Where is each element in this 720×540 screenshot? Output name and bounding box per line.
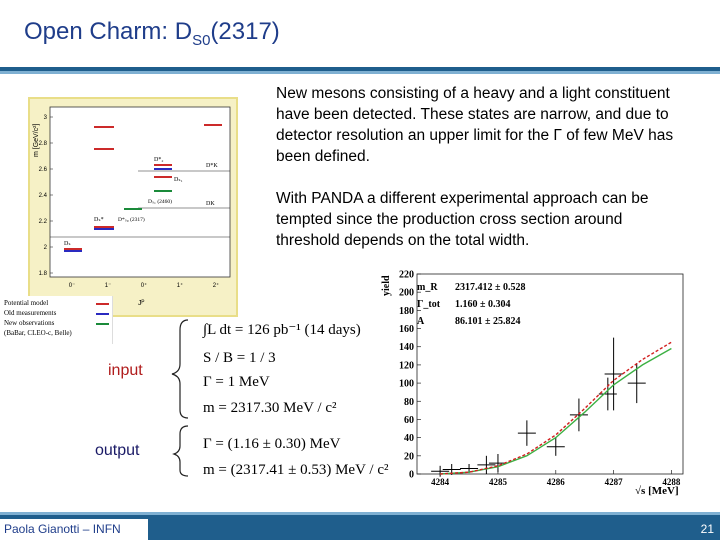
output-brace bbox=[172, 425, 189, 477]
footer-bar-accent bbox=[0, 512, 720, 515]
yield-y-tick-label: 220 bbox=[399, 270, 414, 281]
spectrum-svg: m [GeV/c²] 32.82.62.42.221.8 0⁻ 1⁻ 0⁺ 1⁺ 2⁺ … bbox=[33, 106, 231, 307]
yield-y-tick-label: 40 bbox=[404, 433, 414, 444]
label-ds2: D*₂ bbox=[154, 157, 163, 163]
spectrum-y-axis-label: m [GeV/c²] bbox=[33, 123, 40, 157]
legend-swatch-green bbox=[96, 323, 109, 325]
spectrum-y-tick-label: 2.6 bbox=[39, 167, 48, 173]
yield-x-tick-label: 4286 bbox=[547, 477, 566, 487]
spectrum-legend: Potential model Old measurements New obs… bbox=[0, 296, 113, 344]
braces-svg bbox=[171, 319, 189, 477]
spectrum-y-tick-label: 2.8 bbox=[39, 141, 48, 147]
spectrum-y-tick-label: 1.8 bbox=[39, 271, 48, 277]
fit-param-gamma-value: 1.160 ± 0.304 bbox=[455, 299, 511, 310]
paragraph-new-mesons: New mesons consisting of a heavy and a l… bbox=[276, 85, 674, 165]
yield-x-tick-label: 4287 bbox=[605, 477, 624, 487]
spectrum-x-axis-label: Jᴾ bbox=[138, 300, 145, 307]
yield-y-tick-label: 80 bbox=[404, 397, 414, 408]
yield-y-ticks: 0 20 40 60 80 100 120 140 160 180 200 220 bbox=[399, 270, 421, 481]
spectrum-x-tick-label: 1⁺ bbox=[177, 282, 184, 289]
spectrum-x-tick-label: 0⁻ bbox=[69, 283, 76, 289]
input-brace bbox=[171, 319, 189, 419]
legend-swatch-red bbox=[96, 303, 109, 305]
label-dsj-2317: D*ₛ₀ (2317) bbox=[118, 216, 145, 223]
slide-title-tail: (2317) bbox=[210, 18, 280, 45]
page-number: 21 bbox=[700, 522, 714, 536]
output-gamma: Γ = (1.16 ± 0.30) MeV bbox=[203, 436, 341, 452]
label-ds1: Dₛ₁ bbox=[174, 177, 183, 183]
yield-y-tick-label: 160 bbox=[399, 324, 414, 335]
yield-x-tick-label: 4288 bbox=[662, 477, 681, 487]
fit-param-mR-value: 2317.412 ± 0.528 bbox=[455, 282, 526, 293]
spectrum-x-tick-label: 0⁺ bbox=[141, 282, 148, 289]
output-mass: m = (2317.41 ± 0.53) MeV / c² bbox=[203, 462, 389, 478]
spectrum-y-tick-label: 2.2 bbox=[39, 219, 48, 225]
label-dstar-k: D*K bbox=[206, 163, 218, 169]
slide-title: Open Charm: DS0(2317) bbox=[24, 18, 280, 49]
label-ds: Dₛ bbox=[64, 241, 71, 247]
fit-results-box: m_R 2317.412 ± 0.528 Γ_tot 1.160 ± 0.304… bbox=[417, 280, 567, 332]
yield-fit-curve-1 bbox=[440, 347, 672, 475]
fit-param-gamma-name: Γ_tot bbox=[417, 299, 441, 310]
yield-x-tick-label: 4284 bbox=[431, 477, 450, 487]
yield-y-tick-label: 60 bbox=[404, 415, 414, 426]
spectrum-y-ticks: 3 2.8 2.6 2.4 2.2 2 1.8 bbox=[39, 115, 53, 277]
yield-y-axis-label: yield bbox=[381, 275, 392, 296]
yield-x-tick-label: 4285 bbox=[489, 477, 508, 487]
yield-y-tick-label: 140 bbox=[399, 342, 414, 353]
legend-entry-new: New observations bbox=[4, 319, 55, 327]
spectrum-x-tick-label: 1⁻ bbox=[105, 283, 112, 289]
yield-y-tick-label: 100 bbox=[399, 379, 414, 390]
legend-swatch-blue bbox=[96, 313, 109, 315]
input-mass: m = 2317.30 MeV / c² bbox=[203, 400, 337, 416]
fit-param-a-value: 86.101 ± 25.824 bbox=[455, 316, 521, 327]
yield-y-tick-label: 200 bbox=[399, 288, 414, 299]
legend-entry-potential: Potential model bbox=[4, 299, 49, 307]
spectrum-y-tick-label: 2 bbox=[44, 245, 48, 251]
spectrum-y-tick-label: 3 bbox=[44, 115, 48, 121]
meson-spectrum-figure: m [GeV/c²] 3 2.8 2.6 2.4 2.2 2 1.8 0⁻ 1⁻ 0⁺ 1⁺ 2⁺ … bbox=[28, 97, 238, 317]
label-dk: DK bbox=[206, 201, 215, 207]
label-dsj-2460: Dₛ₁ (2460) bbox=[148, 198, 172, 205]
header-bar-accent bbox=[0, 71, 720, 74]
fit-param-mR-name: m_R bbox=[417, 282, 438, 293]
yield-series bbox=[431, 337, 672, 477]
yield-y-tick-label: 0 bbox=[409, 470, 414, 481]
yield-y-tick-label: 180 bbox=[399, 306, 414, 317]
label-ds-star: Dₛ* bbox=[94, 217, 104, 223]
input-signal-background: S / B = 1 / 3 bbox=[203, 350, 276, 366]
input-luminosity: ∫L dt = 126 pb⁻¹ (14 days) bbox=[203, 322, 361, 338]
footer-author: Paola Gianotti – INFN bbox=[0, 519, 148, 540]
fit-param-a-name: A bbox=[417, 316, 425, 327]
spectrum-y-tick-label: 2.4 bbox=[39, 193, 48, 199]
output-label: output bbox=[95, 442, 140, 459]
paragraph-panda-approach: With PANDA a different experimental appr… bbox=[276, 190, 649, 249]
yield-x-axis-label: √s [MeV] bbox=[635, 485, 679, 497]
spectrum-x-ticks: 0⁻ 1⁻ 0⁺ 1⁺ 2⁺ bbox=[69, 282, 220, 289]
legend-entry-experiments: (BaBar, CLEO-c, Belle) bbox=[4, 329, 72, 337]
slide-title-subscript: S0 bbox=[192, 31, 211, 49]
input-label: input bbox=[108, 362, 143, 379]
yield-y-tick-label: 20 bbox=[404, 451, 414, 462]
spectrum-x-tick-label: 2⁺ bbox=[213, 282, 220, 289]
input-gamma: Γ = 1 MeV bbox=[203, 374, 270, 390]
legend-entry-old: Old measurements bbox=[4, 309, 57, 317]
yield-y-tick-label: 120 bbox=[399, 360, 414, 371]
yield-chart: yield √s [MeV] 0 20 40 60 80 100 120 140 160 180 2… bbox=[381, 270, 684, 497]
yield-fit-curve-2 bbox=[440, 341, 672, 475]
header-bar bbox=[0, 67, 720, 71]
slide-title-main: Open Charm: D bbox=[24, 18, 193, 45]
